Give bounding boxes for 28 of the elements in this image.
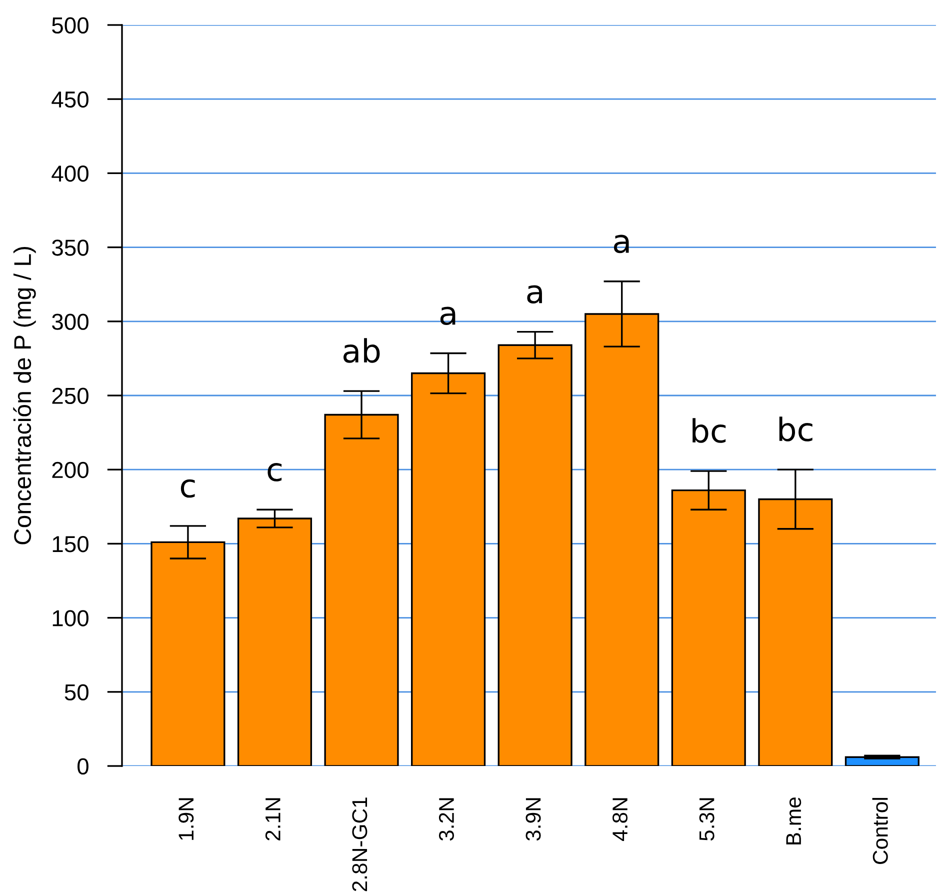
y-tick-label: 250 (52, 388, 88, 404)
x-tick-label: 5.3N (699, 798, 714, 841)
x-tick-label: Control (872, 798, 888, 864)
x-tick-label: B.me (786, 798, 802, 844)
y-tick-label: 500 (52, 17, 88, 34)
x-tick-label: 1.9N (178, 798, 194, 840)
bar (844, 756, 920, 766)
annotation: a (527, 285, 542, 304)
y-tick-label: 150 (52, 536, 88, 552)
annotation: c (180, 479, 195, 498)
x-tick-label: 3.2N (438, 798, 454, 841)
y-tick-label: 50 (64, 684, 88, 700)
x-tick-label: 2.1N (265, 798, 280, 840)
y-tick-label: 0 (78, 758, 88, 775)
annotation: bc (779, 416, 812, 442)
y-tick-label: 400 (52, 166, 88, 182)
y-tick-label: 100 (52, 610, 88, 626)
y-tick-label: 300 (52, 314, 88, 330)
x-tick-label: 4.8N (612, 798, 628, 841)
y-tick-label: 350 (52, 240, 88, 256)
annotation: ab (344, 338, 380, 363)
y-tick-label: 200 (52, 462, 88, 478)
y-axis-title: Concentración de P (mg / L) (13, 246, 36, 544)
annotation: bc (692, 418, 726, 443)
x-tick-label: 2.8N-GC1 (352, 798, 368, 892)
x-tick-label: 3.9N (526, 798, 541, 841)
y-tick-label: 450 (52, 91, 88, 108)
annotation: a (440, 306, 456, 326)
